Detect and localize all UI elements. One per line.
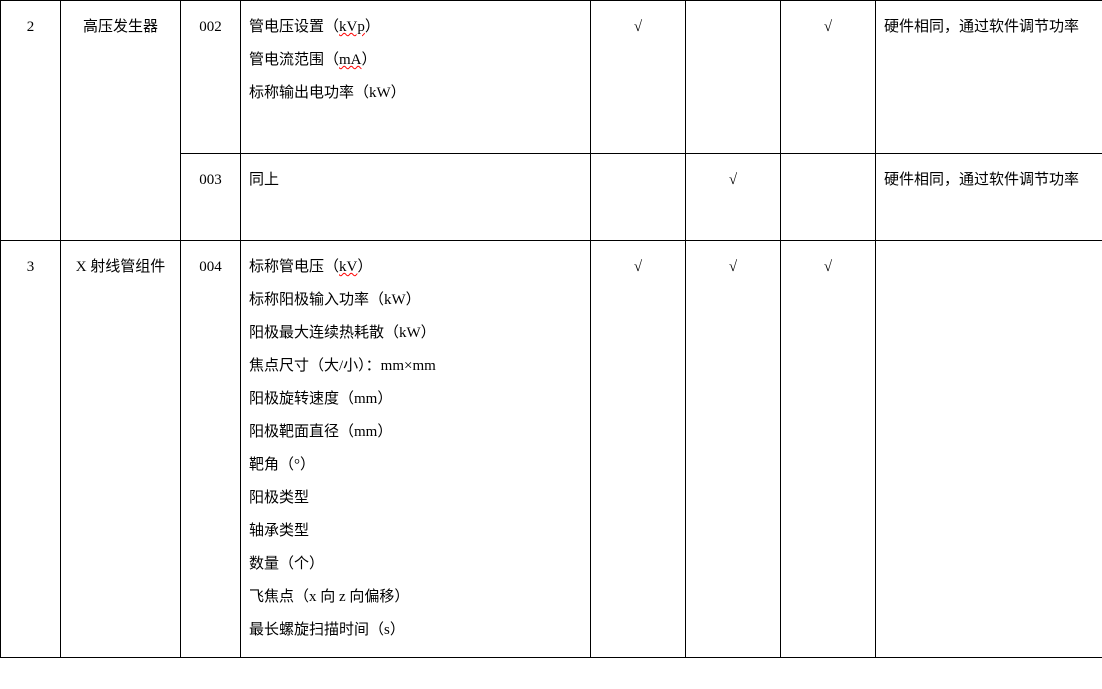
spec-line: 标称阳极输入功率（kW） xyxy=(249,284,582,317)
spec-underlined: mA xyxy=(339,52,362,68)
cell-note: 硬件相同，通过软件调节功率 xyxy=(876,1,1102,154)
spec-blank xyxy=(249,110,582,143)
spec-line: 阳极类型 xyxy=(249,482,582,515)
spec-line: 标称管电压（kV） xyxy=(249,251,582,284)
spec-line: 管电压设置（kVp） xyxy=(249,11,582,44)
spec-line: 靶角（°） xyxy=(249,449,582,482)
cell-check-3: √ xyxy=(781,1,876,154)
cell-check-2 xyxy=(686,1,781,154)
spec-line: 同上 xyxy=(249,164,582,197)
cell-code: 003 xyxy=(181,154,241,241)
cell-spec: 管电压设置（kVp） 管电流范围（mA） 标称输出电功率（kW） xyxy=(241,1,591,154)
spec-line: 标称输出电功率（kW） xyxy=(249,77,582,110)
cell-number: 3 xyxy=(1,241,61,658)
cell-check-2: √ xyxy=(686,154,781,241)
cell-code: 004 xyxy=(181,241,241,658)
table-row: 2 高压发生器 002 管电压设置（kVp） 管电流范围（mA） 标称输出电功率… xyxy=(1,1,1102,154)
cell-spec: 同上 xyxy=(241,154,591,241)
spec-underlined: kVp xyxy=(339,19,365,35)
cell-check-2: √ xyxy=(686,241,781,658)
spec-underlined: kV xyxy=(339,259,357,275)
cell-check-3: √ xyxy=(781,241,876,658)
spec-blank xyxy=(249,197,582,230)
cell-note xyxy=(876,241,1102,658)
spec-line: 飞焦点（x 向 z 向偏移） xyxy=(249,581,582,614)
cell-check-1: √ xyxy=(591,1,686,154)
cell-number: 2 xyxy=(1,1,61,241)
cell-spec: 标称管电压（kV） 标称阳极输入功率（kW） 阳极最大连续热耗散（kW） 焦点尺… xyxy=(241,241,591,658)
spec-line: 焦点尺寸（大/小）：mm×mm xyxy=(249,350,582,383)
spec-table: 2 高压发生器 002 管电压设置（kVp） 管电流范围（mA） 标称输出电功率… xyxy=(0,0,1102,658)
spec-line: 数量（个） xyxy=(249,548,582,581)
cell-note: 硬件相同，通过软件调节功率 xyxy=(876,154,1102,241)
cell-code: 002 xyxy=(181,1,241,154)
table-body: 2 高压发生器 002 管电压设置（kVp） 管电流范围（mA） 标称输出电功率… xyxy=(1,1,1102,658)
cell-component-name: X 射线管组件 xyxy=(61,241,181,658)
spec-line: 阳极最大连续热耗散（kW） xyxy=(249,317,582,350)
spec-line: 阳极旋转速度（mm） xyxy=(249,383,582,416)
cell-check-3 xyxy=(781,154,876,241)
spec-line: 管电流范围（mA） xyxy=(249,44,582,77)
cell-component-name: 高压发生器 xyxy=(61,1,181,241)
cell-check-1: √ xyxy=(591,241,686,658)
cell-check-1 xyxy=(591,154,686,241)
table-row: 3 X 射线管组件 004 标称管电压（kV） 标称阳极输入功率（kW） 阳极最… xyxy=(1,241,1102,658)
spec-line: 轴承类型 xyxy=(249,515,582,548)
spec-line: 最长螺旋扫描时间（s） xyxy=(249,614,582,647)
spec-line: 阳极靶面直径（mm） xyxy=(249,416,582,449)
